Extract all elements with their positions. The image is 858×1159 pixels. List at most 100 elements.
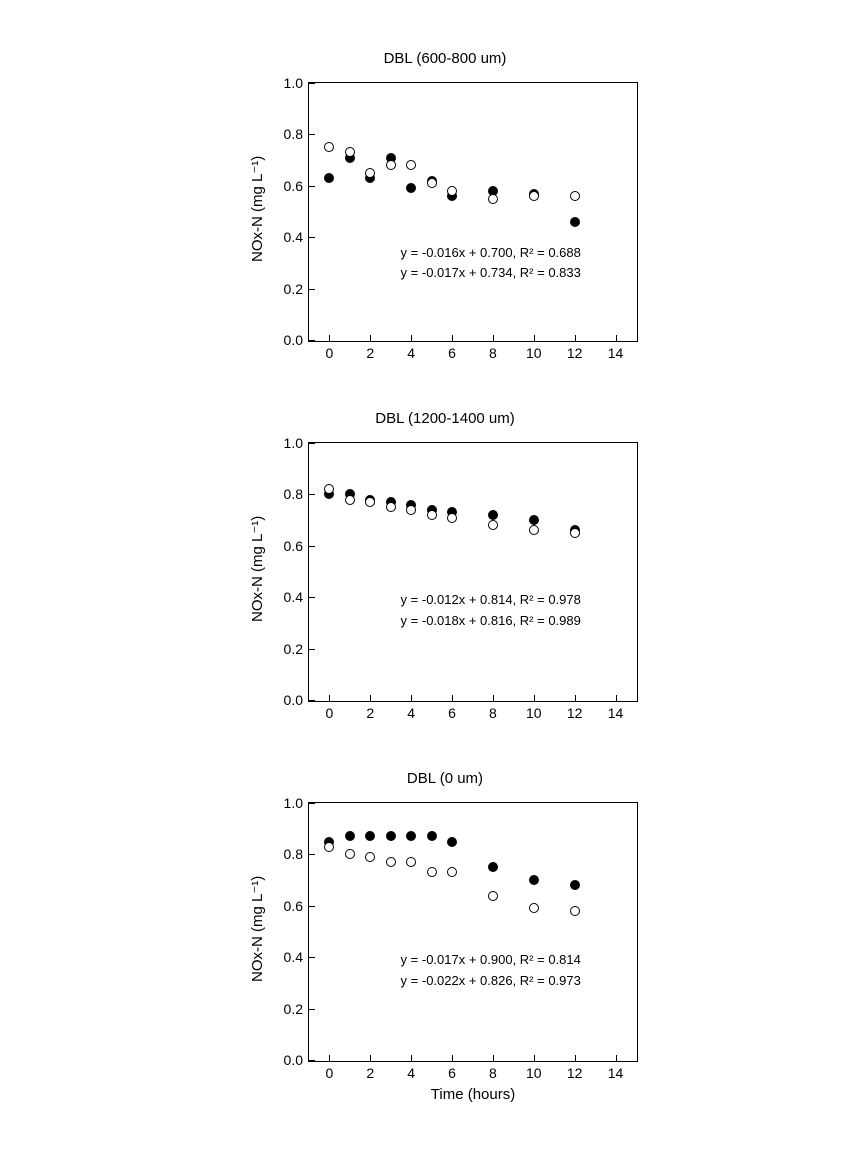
y-axis-label: NOx-N (mg L⁻¹) xyxy=(248,876,266,982)
ytick xyxy=(308,803,315,804)
xtick-label: 4 xyxy=(407,705,415,721)
ytick-label: 1.0 xyxy=(284,75,303,91)
chart-panel-2: DBL (0 um)024681012140.00.20.40.60.81.0y… xyxy=(230,770,660,1110)
panel-title: DBL (0 um) xyxy=(230,770,660,787)
ytick-label: 0.2 xyxy=(284,1001,303,1017)
panel-title: DBL (1200-1400 um) xyxy=(230,410,660,427)
data-point xyxy=(488,891,498,901)
xtick xyxy=(575,1055,576,1062)
xtick xyxy=(493,1055,494,1062)
data-point xyxy=(570,528,580,538)
xtick-label: 12 xyxy=(567,345,583,361)
data-point xyxy=(365,168,375,178)
data-point xyxy=(529,903,539,913)
data-point xyxy=(570,191,580,201)
xtick xyxy=(411,1055,412,1062)
data-point xyxy=(427,867,437,877)
ytick-label: 0.4 xyxy=(284,229,303,245)
plot-area: 024681012140.00.20.40.60.81.0y = -0.012x… xyxy=(308,442,638,702)
xtick-label: 14 xyxy=(608,345,624,361)
xtick xyxy=(370,335,371,342)
data-point xyxy=(365,831,375,841)
xtick xyxy=(411,335,412,342)
ytick-label: 0.0 xyxy=(284,692,303,708)
data-point xyxy=(447,867,457,877)
data-point xyxy=(365,497,375,507)
xtick-label: 14 xyxy=(608,1065,624,1081)
data-point xyxy=(488,862,498,872)
ytick xyxy=(308,443,315,444)
ytick xyxy=(308,906,315,907)
regression-annotation: y = -0.018x + 0.816, R² = 0.989 xyxy=(401,613,581,628)
ytick-label: 0.6 xyxy=(284,538,303,554)
xtick-label: 0 xyxy=(326,705,334,721)
ytick-label: 0.0 xyxy=(284,332,303,348)
regression-annotation: y = -0.016x + 0.700, R² = 0.688 xyxy=(401,245,581,260)
xtick-label: 12 xyxy=(567,705,583,721)
data-point xyxy=(345,495,355,505)
data-point xyxy=(427,831,437,841)
regression-annotation: y = -0.022x + 0.826, R² = 0.973 xyxy=(401,973,581,988)
data-point xyxy=(488,510,498,520)
xtick-label: 2 xyxy=(366,1065,374,1081)
xtick-label: 4 xyxy=(407,345,415,361)
data-point xyxy=(427,178,437,188)
ytick xyxy=(308,1060,315,1061)
y-axis-label: NOx-N (mg L⁻¹) xyxy=(248,516,266,622)
data-point xyxy=(324,142,334,152)
ytick xyxy=(308,186,315,187)
ytick-label: 0.4 xyxy=(284,589,303,605)
xtick-label: 2 xyxy=(366,705,374,721)
ytick xyxy=(308,494,315,495)
data-point xyxy=(406,160,416,170)
ytick xyxy=(308,83,315,84)
data-point xyxy=(529,525,539,535)
ytick xyxy=(308,854,315,855)
data-point xyxy=(406,183,416,193)
data-point xyxy=(488,194,498,204)
xtick-label: 10 xyxy=(526,705,542,721)
data-point xyxy=(406,505,416,515)
ytick-label: 0.6 xyxy=(284,178,303,194)
ytick xyxy=(308,597,315,598)
data-point xyxy=(345,147,355,157)
xtick-label: 2 xyxy=(366,345,374,361)
xtick xyxy=(534,1055,535,1062)
xtick xyxy=(329,1055,330,1062)
data-point xyxy=(427,510,437,520)
ytick xyxy=(308,237,315,238)
data-point xyxy=(570,880,580,890)
data-point xyxy=(406,857,416,867)
xtick xyxy=(575,335,576,342)
ytick-label: 1.0 xyxy=(284,435,303,451)
data-point xyxy=(386,857,396,867)
data-point xyxy=(345,831,355,841)
data-point xyxy=(570,906,580,916)
xtick-label: 6 xyxy=(448,705,456,721)
ytick xyxy=(308,134,315,135)
chart-panel-1: DBL (1200-1400 um) 024681012140.00.20.40.… xyxy=(230,410,660,750)
regression-annotation: y = -0.017x + 0.900, R² = 0.814 xyxy=(401,952,581,967)
data-point xyxy=(386,831,396,841)
data-point xyxy=(386,502,396,512)
ytick-label: 0.8 xyxy=(284,486,303,502)
data-point xyxy=(386,160,396,170)
xtick-label: 8 xyxy=(489,345,497,361)
xtick xyxy=(493,695,494,702)
xtick xyxy=(534,695,535,702)
data-point xyxy=(529,191,539,201)
data-point xyxy=(529,515,539,525)
ytick xyxy=(308,289,315,290)
data-point xyxy=(406,831,416,841)
xtick-label: 8 xyxy=(489,1065,497,1081)
ytick xyxy=(308,1009,315,1010)
xtick xyxy=(575,695,576,702)
xtick xyxy=(329,335,330,342)
data-point xyxy=(529,875,539,885)
ytick-label: 0.0 xyxy=(284,1052,303,1068)
xtick-label: 0 xyxy=(326,1065,334,1081)
xtick xyxy=(616,695,617,702)
ytick-label: 0.2 xyxy=(284,281,303,297)
ytick-label: 0.2 xyxy=(284,641,303,657)
xtick xyxy=(616,1055,617,1062)
